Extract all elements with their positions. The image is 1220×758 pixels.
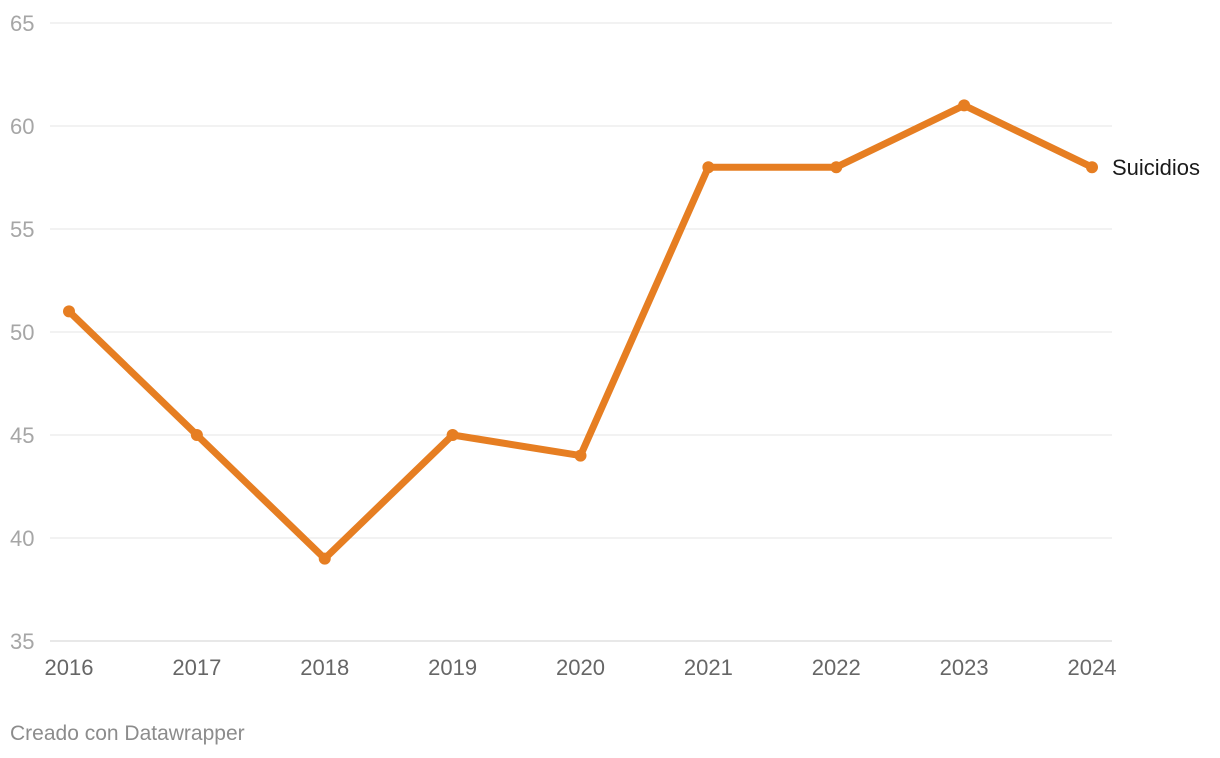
data-point xyxy=(318,552,331,565)
series-label: Suicidios xyxy=(1112,155,1200,180)
x-axis-tick-labels: 2016 2017 2018 2019 2020 2021 2022 2023 2024 xyxy=(45,655,1117,680)
y-axis-tick-labels: 35 40 45 50 55 60 65 xyxy=(10,11,34,654)
y-tick-label: 35 xyxy=(10,629,34,654)
y-tick-label: 45 xyxy=(10,423,34,448)
x-tick-label: 2018 xyxy=(300,655,349,680)
data-point xyxy=(63,305,75,318)
data-point xyxy=(702,161,715,174)
y-tick-label: 60 xyxy=(10,114,34,139)
gridlines xyxy=(50,22,1112,642)
data-point xyxy=(1086,161,1098,174)
series-end-labels: Suicidios xyxy=(1112,155,1200,180)
y-tick-label: 55 xyxy=(10,217,34,242)
x-tick-label: 2017 xyxy=(172,655,221,680)
data-point xyxy=(958,99,971,112)
data-points xyxy=(63,99,1098,565)
x-tick-label: 2019 xyxy=(428,655,477,680)
data-point xyxy=(446,429,459,441)
x-tick-label: 2016 xyxy=(45,655,94,680)
x-tick-label: 2024 xyxy=(1068,655,1117,680)
y-tick-label: 65 xyxy=(10,11,34,36)
x-tick-label: 2022 xyxy=(812,655,861,680)
y-tick-label: 50 xyxy=(10,320,34,345)
y-tick-label: 40 xyxy=(10,526,34,551)
data-point xyxy=(830,161,843,174)
data-point xyxy=(190,429,203,441)
x-tick-label: 2023 xyxy=(940,655,989,680)
x-tick-label: 2021 xyxy=(684,655,733,680)
data-point xyxy=(574,449,587,462)
x-tick-label: 2020 xyxy=(556,655,605,680)
footer-credit: Creado con Datawrapper xyxy=(10,722,245,745)
